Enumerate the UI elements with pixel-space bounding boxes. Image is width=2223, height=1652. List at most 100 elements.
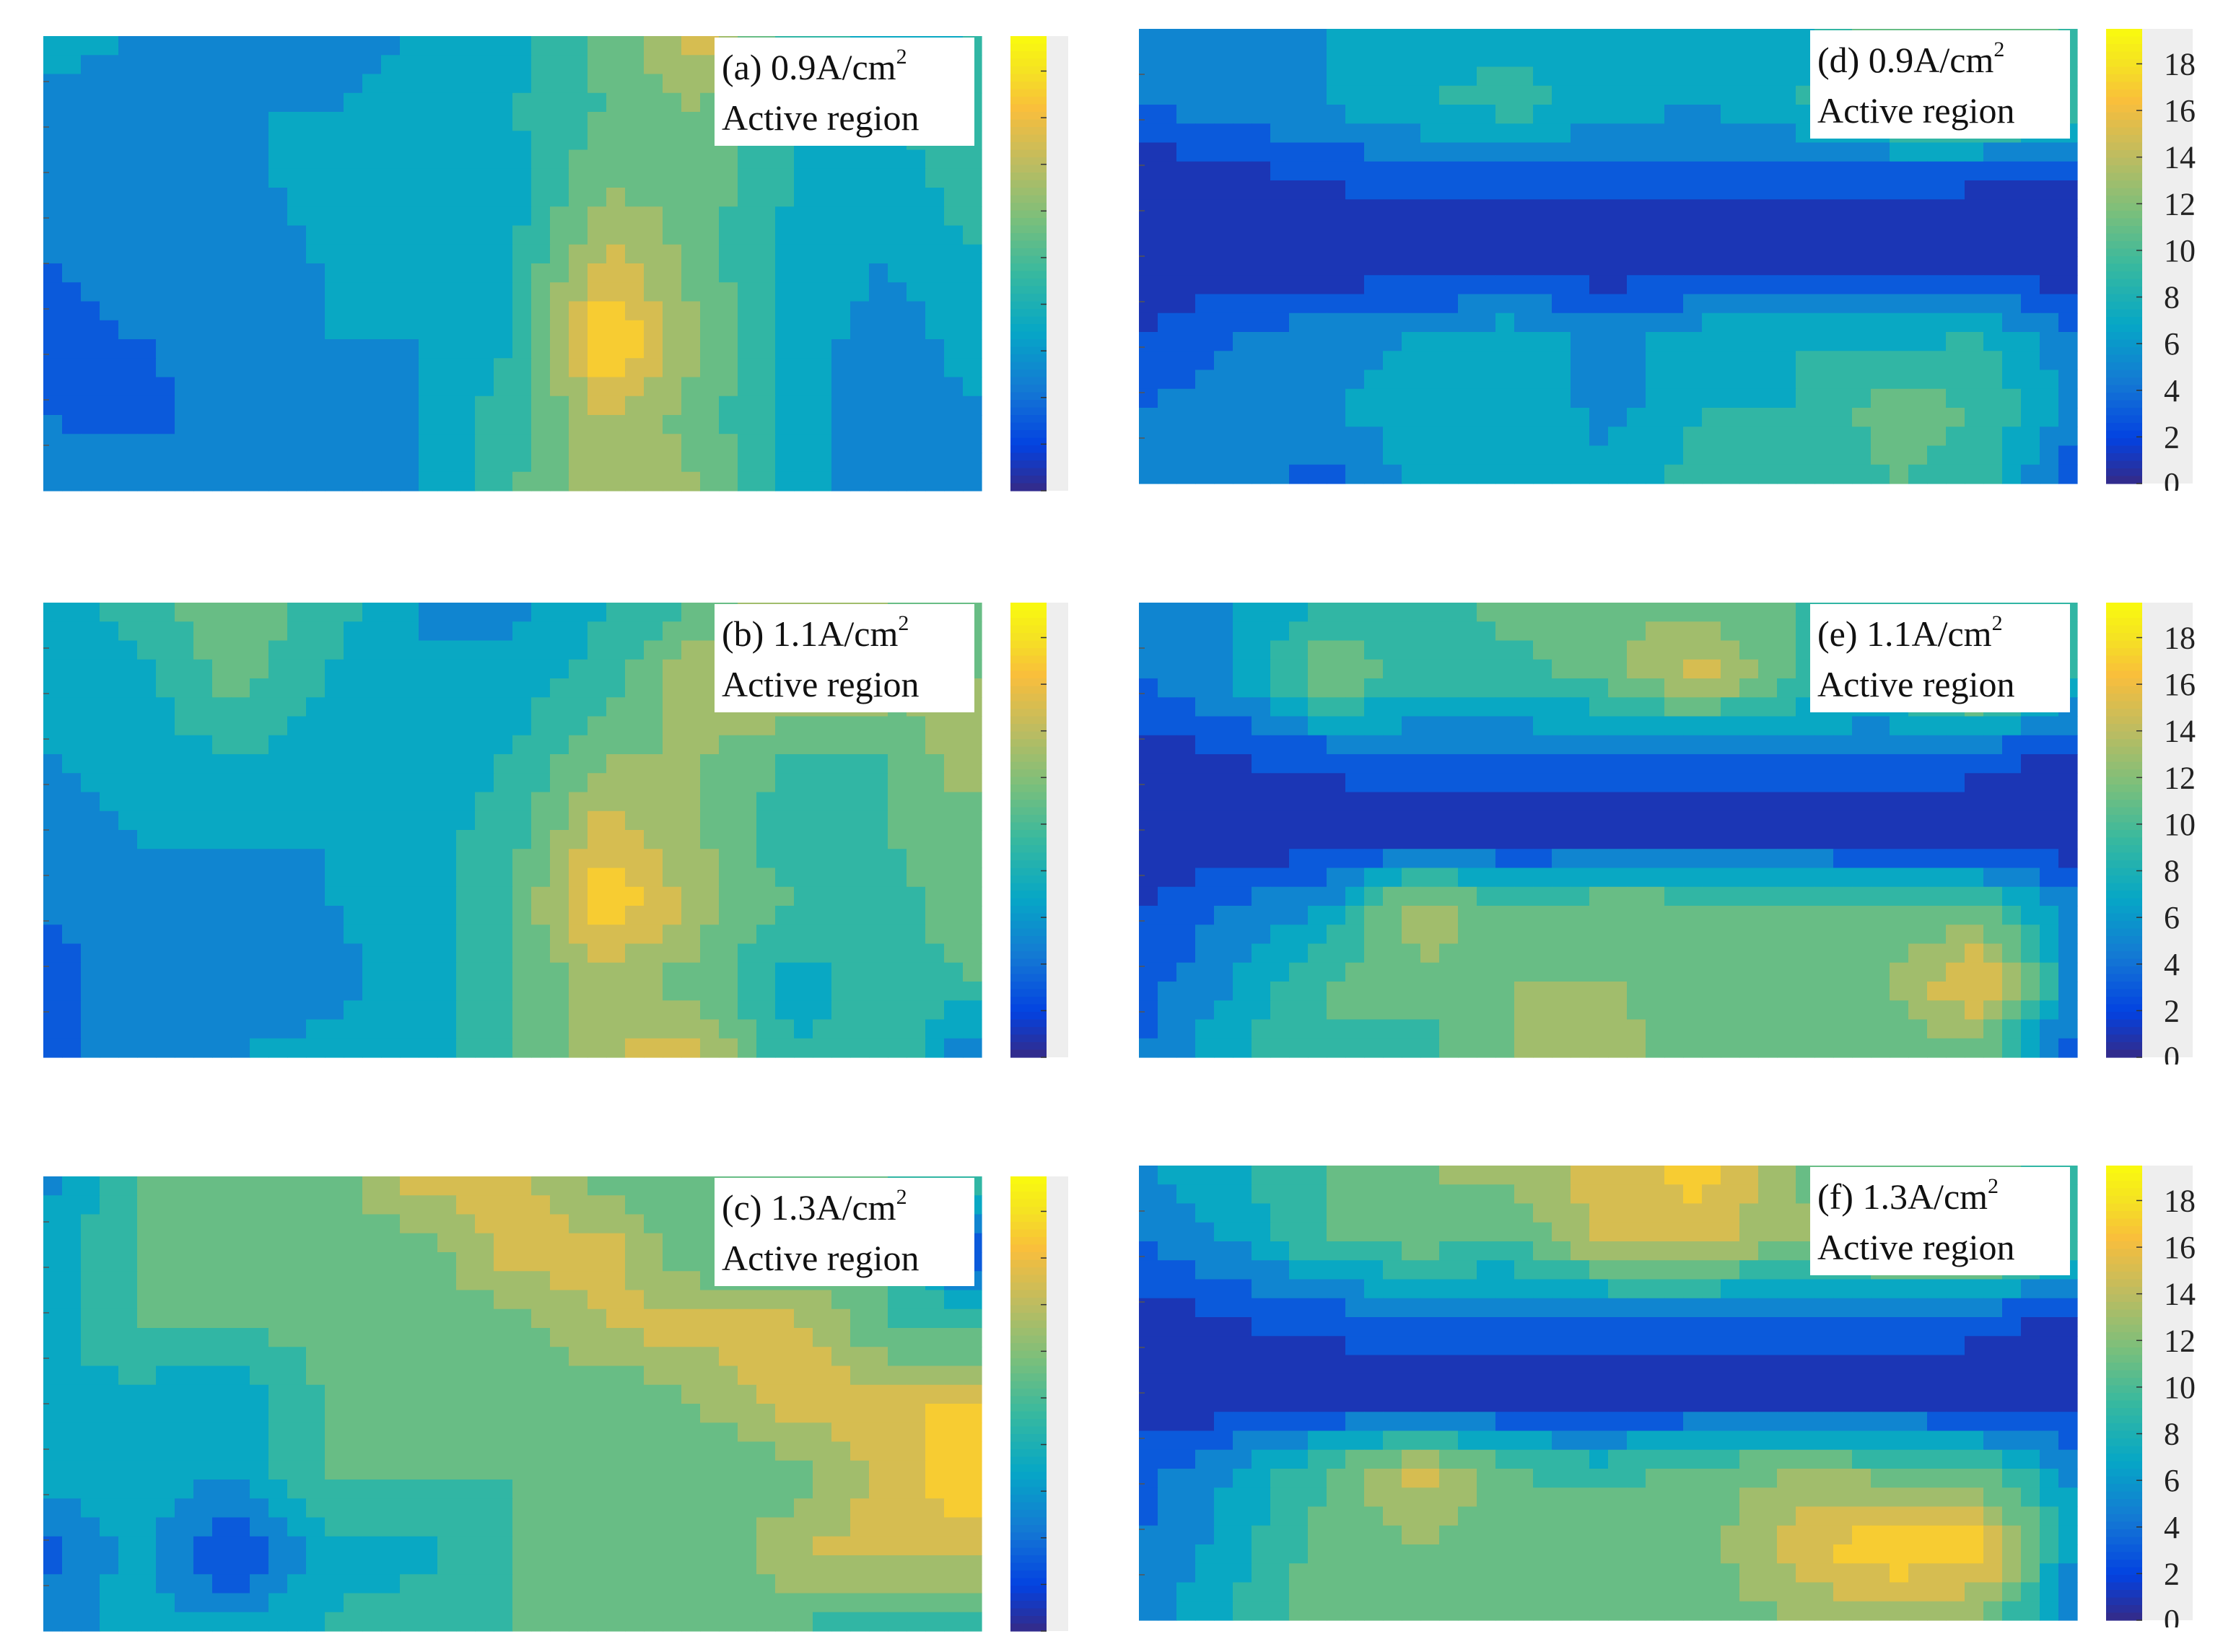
colorbar-segment [1010,906,1047,914]
contour-cell [531,773,551,793]
contour-cell [1965,180,1984,200]
contour-cell [663,415,682,434]
contour-cell [250,697,269,717]
contour-cell [1458,66,1477,87]
contour-cell [419,716,438,736]
contour-cell [1552,735,1571,755]
contour-cell [81,206,100,227]
contour-cell [1158,943,1177,963]
contour-cell [287,320,307,340]
contour-cell [1721,603,1740,622]
contour-cell [1458,810,1477,831]
contour-cell [231,906,250,925]
contour-cell [925,168,945,188]
contour-cell [81,810,100,831]
contour-cell [1908,388,1928,408]
contour-cell [325,773,344,793]
contour-cell [663,1019,682,1039]
contour-cell [1345,161,1365,181]
contour-cell [287,697,307,717]
contour-cell [1796,199,1815,219]
contour-cell [1252,66,1271,87]
contour-cell [1214,313,1233,333]
contour-cell [1308,1000,1327,1021]
contour-cell [1327,830,1346,849]
contour-cell [62,244,82,264]
contour-cell [663,716,682,736]
contour-cell [231,301,250,321]
contour-cell [1796,275,1815,295]
contour-cell [43,792,63,812]
panel-label-region: Active region [1817,90,2015,131]
contour-cell [1758,313,1778,333]
contour-cell [62,678,82,698]
contour-cell [1289,603,1309,622]
contour-cell [344,92,363,113]
contour-cell [118,1038,138,1058]
contour-cell [625,131,645,151]
contour-cell [362,55,382,75]
contour-cell [175,906,194,925]
contour-cell [250,849,269,869]
contour-cell [268,36,288,56]
contour-cell [1627,906,1646,925]
contour-cell [719,471,738,491]
contour-cell [1458,943,1477,963]
contour-cell [606,735,626,755]
contour-cell [1983,256,2003,276]
contour-cell [1571,830,1590,849]
colorbar-segment [1010,263,1047,272]
contour-cell [663,886,682,906]
contour-cell [2021,867,2040,888]
contour-cell [1683,275,1703,295]
contour-cell [1983,810,2003,831]
contour-cell [1589,830,1609,849]
contour-cell [944,754,964,774]
contour-cell [1646,754,1665,774]
contour-cell [663,962,682,982]
contour-cell [231,320,250,340]
contour-cell [1214,218,1233,238]
contour-cell [1345,123,1365,144]
contour-cell [2040,925,2059,945]
contour-cell [1345,427,1365,447]
contour-cell [494,434,513,454]
contour-cell [775,754,795,774]
contour-cell [268,810,288,831]
contour-cell [1833,925,1853,945]
contour-cell [287,640,307,660]
contour-cell [456,640,476,660]
contour-cell [175,603,194,622]
panel-d: (d) 0.9A/cm2 Active region 18 16 14 12 10 8 6 4 2 0 [1139,22,2207,491]
contour-cell [231,339,250,359]
contour-cell [794,830,813,849]
contour-cell [137,886,157,906]
contour-cell [1439,906,1459,925]
contour-cell [1833,1000,1853,1021]
contour-cell [738,320,757,340]
contour-cell [1739,830,1759,849]
contour-cell [1439,199,1459,219]
contour-cell [850,263,870,283]
contour-cell [1383,982,1402,1001]
contour-cell [1608,85,1628,105]
contour-cell [344,55,363,75]
contour-cell [1664,962,1684,982]
contour-cell [1327,256,1346,276]
contour-cell [100,1038,119,1058]
contour-cell [118,55,138,75]
contour-cell [550,943,569,963]
contour-cell [325,55,344,75]
contour-cell [400,810,419,831]
contour-cell [118,659,138,679]
colorbar-segment [2106,226,2142,235]
contour-cell [2040,962,2059,982]
contour-cell [2040,716,2059,736]
contour-cell [531,225,551,245]
contour-cell [1965,810,1984,831]
contour-cell [1833,445,1853,466]
contour-cell [1270,275,1290,295]
contour-cell [531,678,551,698]
colorbar-segment [1010,392,1047,401]
contour-cell [381,244,401,264]
